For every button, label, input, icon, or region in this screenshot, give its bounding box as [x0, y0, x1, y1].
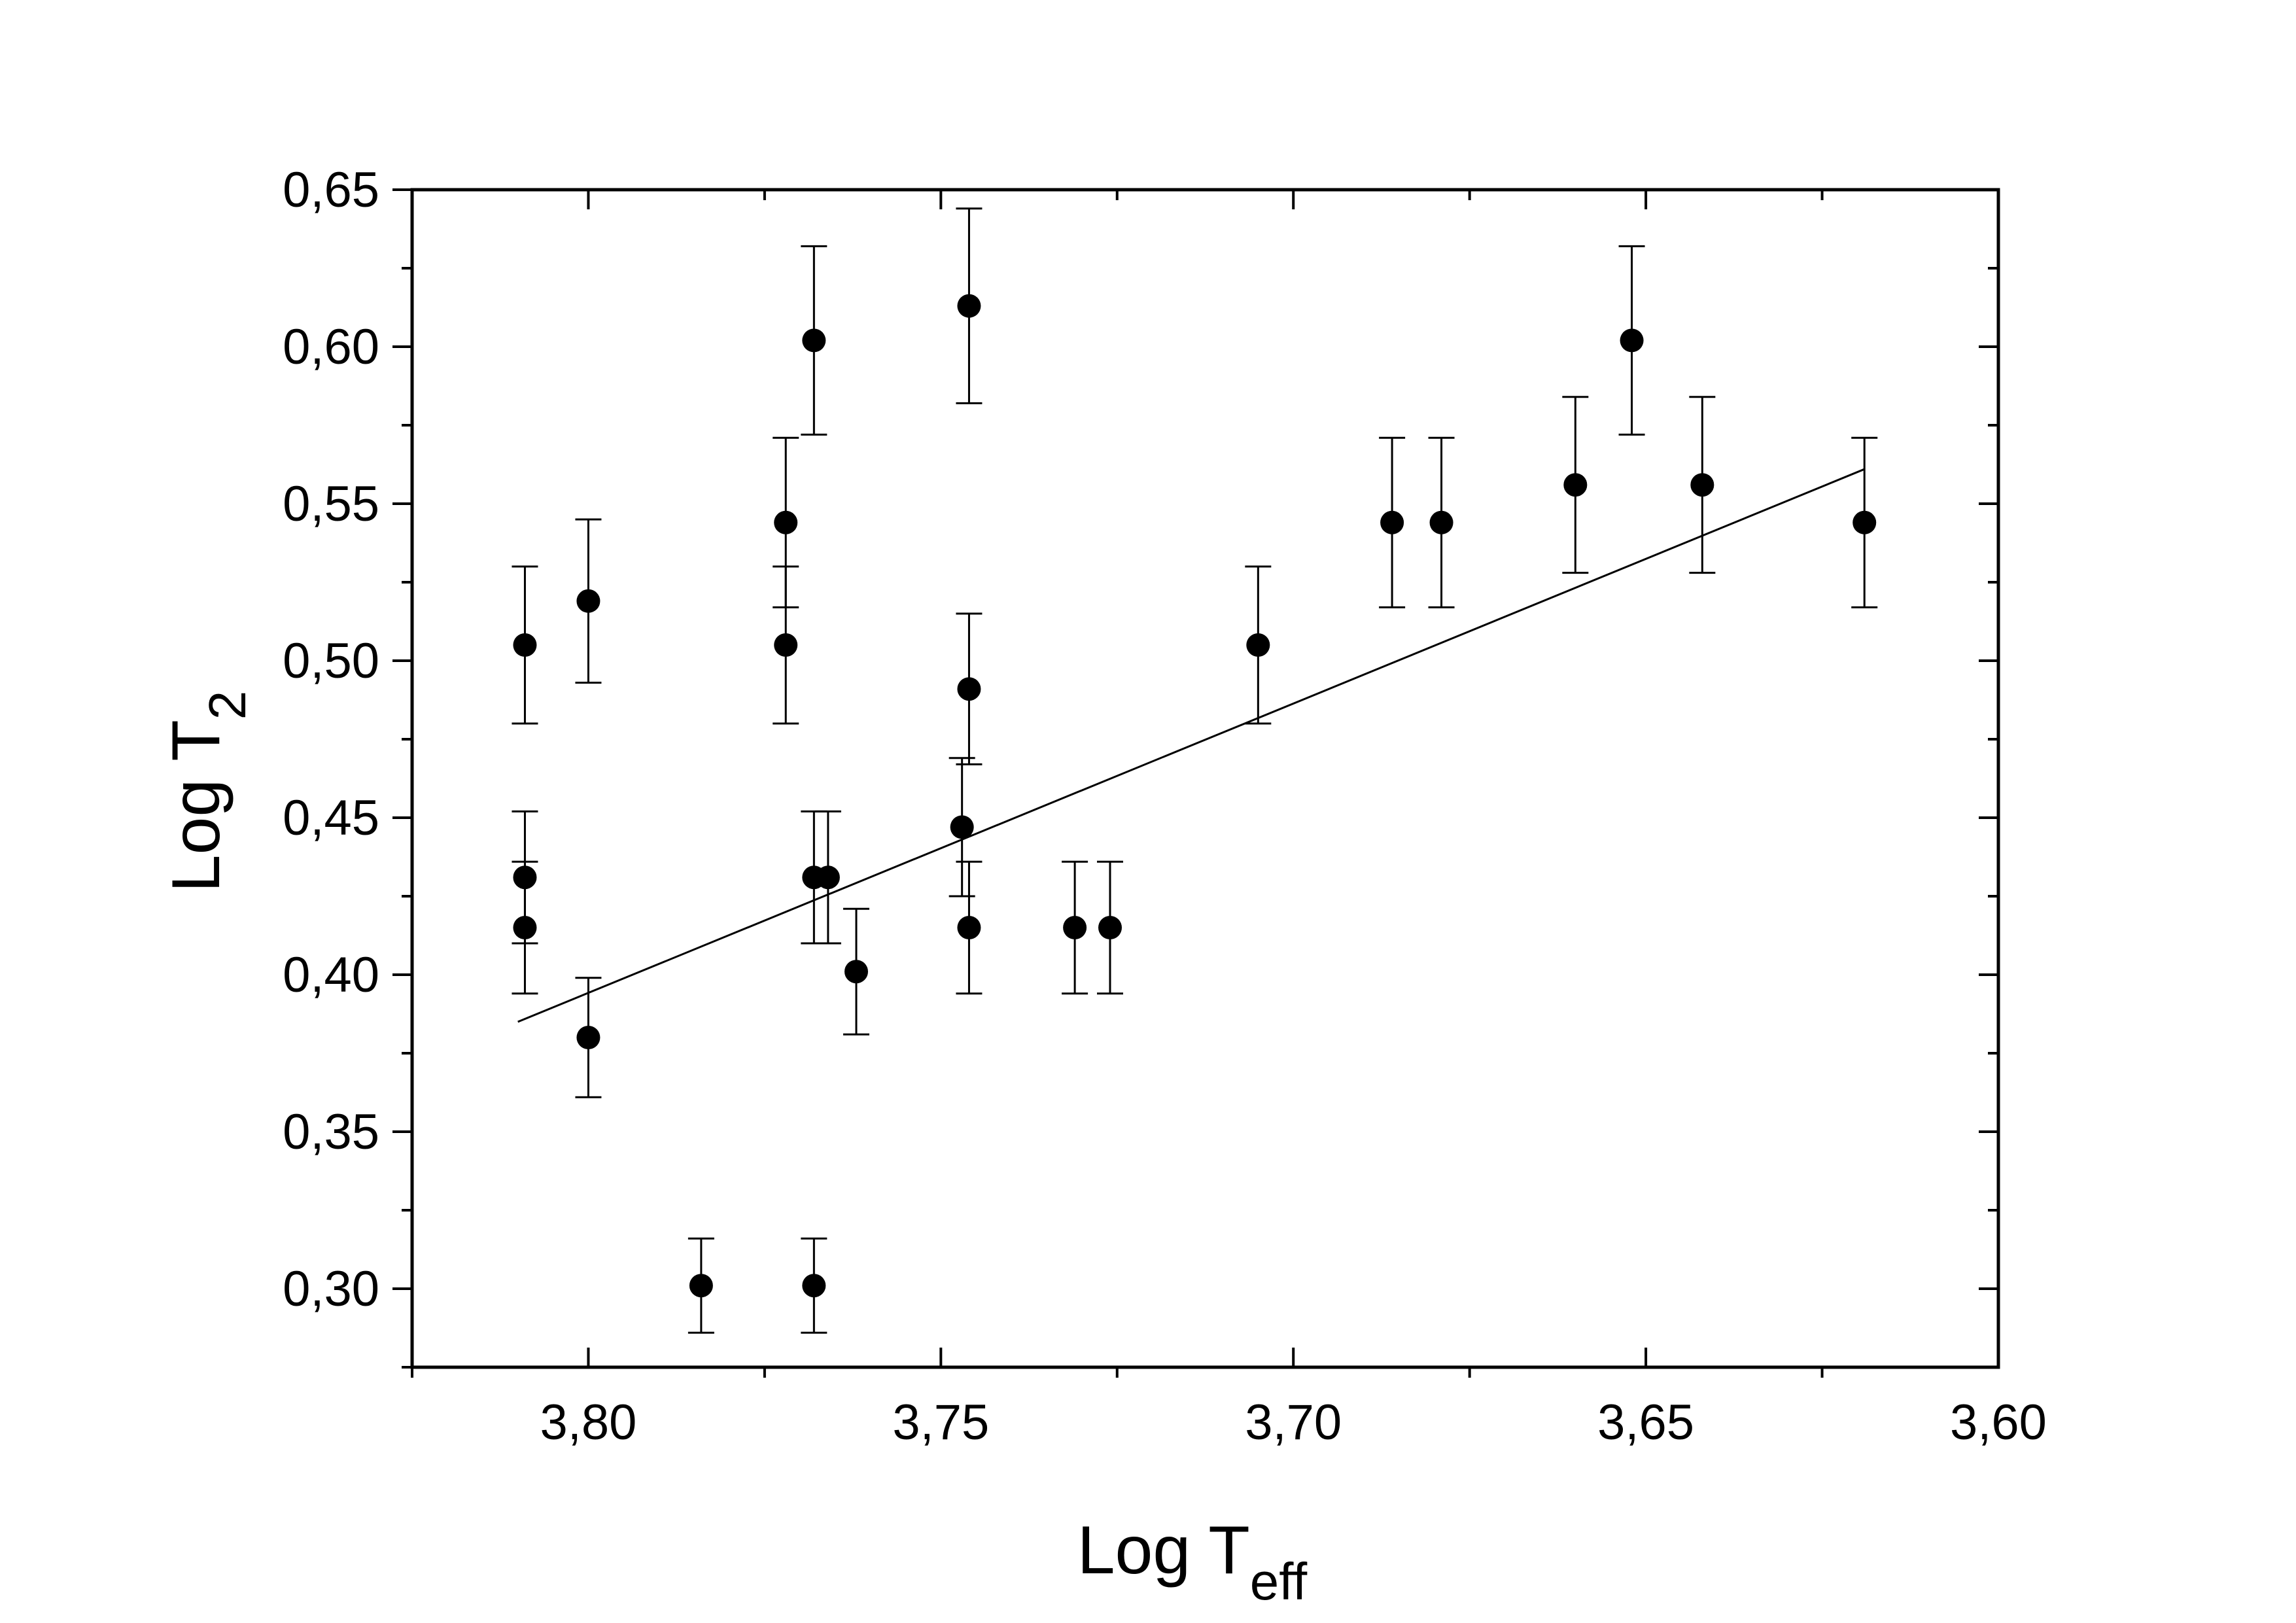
data-point [689, 1274, 713, 1298]
data-point [957, 294, 981, 318]
x-axis-title-main: Log T [1077, 1512, 1250, 1588]
data-point [1063, 916, 1087, 939]
fit-line-group [517, 468, 1865, 1023]
data-point [513, 916, 537, 939]
data-point [1690, 473, 1714, 497]
data-point [1563, 473, 1588, 497]
x-tick-label: 3,60 [1950, 1395, 2047, 1450]
y-tick-label: 0,60 [283, 319, 379, 375]
x-tick-label: 3,65 [1597, 1395, 1694, 1450]
x-axis-title: Log Teff [1077, 1512, 1308, 1611]
y-axis-title: Log T2 [158, 691, 256, 893]
y-axis-title-subscript: 2 [198, 691, 256, 720]
data-point [802, 1274, 826, 1298]
tick-labels: 3,80 3,75 3,70 3,65 3,60 0,30 0,35 0,40 0,45 0,50… [283, 162, 2047, 1450]
data-point [513, 865, 537, 890]
y-axis-title-main: Log T [158, 720, 234, 892]
y-tick-label: 0,30 [283, 1261, 379, 1317]
y-tick-label: 0,35 [283, 1104, 379, 1160]
x-tick-label: 3,70 [1245, 1395, 1342, 1450]
plot-frame [410, 188, 2000, 1369]
y-tick-label: 0,55 [283, 476, 379, 532]
data-point [1380, 510, 1404, 534]
data-point [816, 865, 840, 890]
data-point [576, 1026, 600, 1049]
data-point [957, 677, 981, 701]
data-point [1852, 510, 1877, 534]
data-point [513, 633, 537, 657]
data-point [774, 633, 798, 657]
y-tick-label: 0,40 [283, 947, 379, 1003]
data-point [957, 916, 981, 939]
data-point [950, 815, 974, 839]
x-axis-title-subscript: eff [1250, 1552, 1308, 1611]
y-tick-label: 0,65 [283, 162, 379, 218]
x-tick-label: 3,75 [892, 1395, 989, 1450]
data-point [802, 328, 826, 353]
y-tick-label: 0,50 [283, 633, 379, 689]
x-tick-label: 3,80 [540, 1395, 636, 1450]
fit-line [517, 468, 1865, 1023]
data-point [844, 960, 868, 984]
data-point [576, 589, 600, 613]
data-point [1098, 916, 1122, 939]
data-point [774, 510, 798, 534]
data-point [1429, 510, 1453, 534]
data-points [513, 294, 1877, 1298]
data-point [1246, 633, 1270, 657]
y-tick-label: 0,45 [283, 790, 379, 846]
data-point [1620, 328, 1644, 353]
